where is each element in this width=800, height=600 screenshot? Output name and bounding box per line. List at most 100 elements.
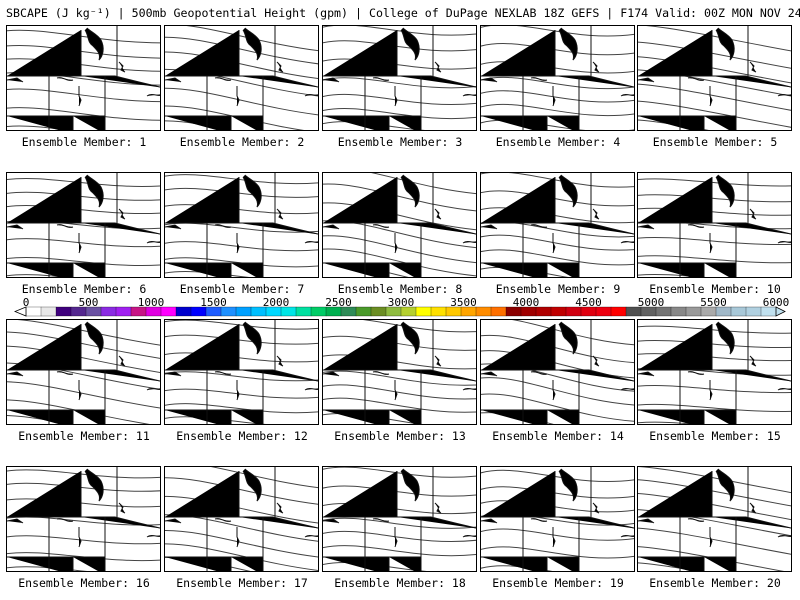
coast-outline — [304, 535, 318, 538]
lake-outline — [242, 321, 262, 355]
lake-outline — [242, 468, 262, 502]
member-caption: Ensemble Member: 5 — [652, 135, 778, 149]
height-contour — [17, 320, 160, 346]
coast-outline — [481, 224, 548, 230]
coast-outline — [749, 61, 757, 73]
height-contour — [638, 83, 791, 111]
height-contour — [165, 174, 318, 185]
coast-outline — [304, 388, 318, 391]
border-line — [165, 262, 264, 277]
border-line — [364, 26, 434, 130]
map-canvas — [165, 173, 318, 277]
height-contour — [323, 235, 476, 264]
member-caption: Ensemble Member: 13 — [334, 429, 466, 443]
colorbar-tick-label: 5000 — [637, 296, 665, 309]
map-canvas — [481, 26, 634, 130]
coast-outline — [146, 388, 160, 391]
lake-outline — [715, 321, 735, 355]
coast-outline — [7, 224, 74, 230]
colorbar-swatch — [415, 306, 432, 317]
map-canvas — [638, 467, 791, 571]
border-line — [679, 320, 749, 424]
coast-outline — [165, 518, 232, 524]
height-contour — [165, 530, 318, 558]
river-line — [709, 86, 713, 107]
coast-outline — [777, 241, 791, 244]
border-line — [522, 26, 592, 130]
height-contour — [165, 36, 318, 65]
height-contour — [323, 93, 476, 106]
river-line — [552, 233, 556, 254]
coast-outline — [7, 77, 74, 83]
coast-outline — [777, 535, 791, 538]
height-contour — [323, 107, 476, 120]
border-line — [481, 115, 580, 130]
member-caption: Ensemble Member: 8 — [337, 282, 463, 296]
height-contour — [481, 173, 634, 188]
coast-outline — [165, 371, 232, 377]
colorbar-swatch — [115, 306, 132, 317]
map-canvas — [481, 320, 634, 424]
border-line — [323, 262, 422, 277]
ensemble-map-panel — [480, 172, 635, 278]
height-contour — [323, 384, 476, 400]
colorbar-tick-label: 500 — [78, 296, 99, 309]
height-contour — [481, 486, 634, 499]
coast-outline — [620, 535, 634, 538]
member-caption: Ensemble Member: 11 — [18, 429, 150, 443]
coast-outline — [304, 94, 318, 97]
height-contour — [165, 543, 318, 571]
member-caption: Ensemble Member: 14 — [492, 429, 624, 443]
colorbar-tick-label: 2000 — [262, 296, 290, 309]
border-line — [323, 324, 476, 382]
height-contour — [638, 100, 791, 128]
border-line — [165, 324, 318, 382]
coast-outline — [118, 208, 126, 220]
border-line — [7, 177, 160, 235]
coast-outline — [777, 388, 791, 391]
height-contour — [363, 320, 476, 333]
coast-outline — [749, 502, 757, 514]
height-contour — [481, 377, 634, 406]
height-contour — [323, 183, 476, 212]
river-line — [236, 380, 240, 401]
member-caption: Ensemble Member: 6 — [21, 282, 147, 296]
member-caption: Ensemble Member: 17 — [176, 576, 308, 590]
colorbar-right-arrow — [775, 306, 786, 317]
coast-outline — [620, 94, 634, 97]
colorbar-swatch — [355, 306, 372, 317]
coast-outline — [434, 61, 442, 73]
height-contour — [7, 125, 71, 130]
lake-outline — [84, 174, 104, 208]
map-canvas — [638, 26, 791, 130]
height-contour — [323, 335, 476, 351]
height-contour — [323, 562, 476, 571]
ensemble-map-panel — [6, 25, 161, 131]
height-contour — [481, 266, 569, 277]
lake-outline — [715, 174, 735, 208]
height-contour — [165, 334, 318, 345]
border-line — [323, 409, 422, 424]
map-canvas — [165, 320, 318, 424]
colorbar-swatch — [430, 306, 447, 317]
border-line — [48, 467, 118, 571]
coast-outline — [118, 355, 126, 367]
height-contour — [323, 485, 476, 497]
height-contour — [638, 479, 791, 507]
map-canvas — [7, 467, 160, 571]
height-contour — [7, 107, 160, 121]
river-line — [552, 380, 556, 401]
border-line — [481, 471, 634, 529]
height-contour — [165, 320, 318, 330]
height-contour — [481, 528, 634, 541]
ensemble-map-panel — [164, 319, 319, 425]
coast-outline — [146, 94, 160, 97]
colorbar-swatch — [295, 306, 312, 317]
height-contour — [323, 248, 476, 277]
height-contour — [511, 320, 634, 346]
height-contour — [7, 238, 160, 248]
coast-outline — [749, 208, 757, 220]
height-contour — [481, 546, 634, 559]
coast-outline — [146, 241, 160, 244]
colorbar-tick-label: 2500 — [325, 296, 352, 309]
